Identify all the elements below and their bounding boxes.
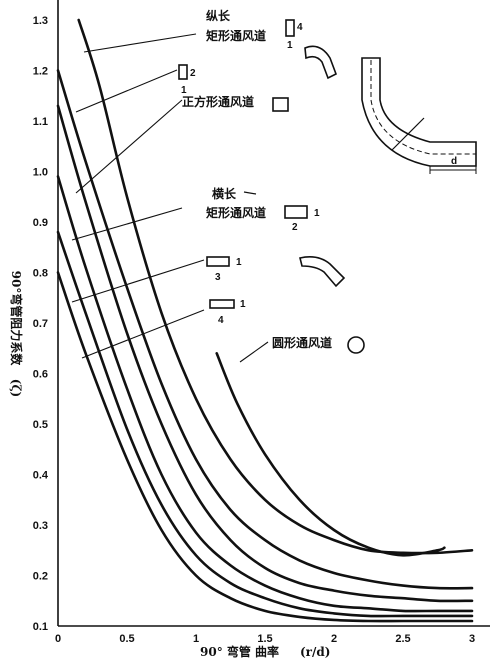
series-line-4 <box>56 175 474 613</box>
y-axis-symbol: (ζ) <box>9 379 23 397</box>
annotations: 纵长 矩形通风道 4 1 2 1 正方形通风道 横长 矩形通风道 1 2 1 3… <box>178 8 365 354</box>
large-bend-radius-arrow <box>391 117 425 151</box>
label-wide-line2: 矩形通风道 <box>205 205 266 220</box>
leader-tall-2 <box>75 69 178 113</box>
large-bend-centerline <box>370 60 476 155</box>
y-ticks: 0.1 0.2 0.3 0.4 0.5 0.6 0.7 0.8 0.9 1.0 1.1 1.2 1.3 <box>33 15 49 633</box>
y-tick-label: 0.1 <box>33 621 48 633</box>
bend-illustrations: d <box>299 45 477 288</box>
label-tall-line2: 矩形通风道 <box>205 28 266 43</box>
y-axis-title: 90°弯管阻力系数 <box>9 271 24 367</box>
leader-wide-4 <box>81 309 205 359</box>
y-tick-label: 0.5 <box>33 419 48 431</box>
wide-rect-1-3-icon <box>206 256 230 267</box>
label-wide-2-right: 1 <box>314 208 320 219</box>
axes <box>57 0 490 627</box>
tall-rect-4-1-icon <box>285 19 295 37</box>
label-tall-line1: 纵长 <box>206 8 231 23</box>
x-tick-label: 3 <box>469 633 475 645</box>
label-wide-3-bottom: 3 <box>215 272 221 283</box>
series-line-2 <box>56 69 474 590</box>
series-line-5 <box>56 230 474 618</box>
y-tick-label: 1.3 <box>33 15 48 27</box>
y-tick-label: 0.2 <box>33 571 48 583</box>
tall-rect-2-1-icon <box>178 64 188 80</box>
wide-rect-1-4-icon <box>209 299 235 309</box>
x-tick-label: 0 <box>55 633 61 645</box>
leader-square <box>75 99 183 194</box>
y-tick-label: 0.8 <box>33 268 48 280</box>
small-bend-tall-icon <box>304 45 338 80</box>
series-line-3 <box>56 104 474 603</box>
leader-wide-2 <box>71 207 183 241</box>
y-tick-label: 0.6 <box>33 369 48 381</box>
label-bend-d: d <box>451 156 457 167</box>
y-tick-label: 0.9 <box>33 217 48 229</box>
x-tick-label: 1.5 <box>257 633 272 645</box>
y-tick-label: 1.0 <box>33 167 48 179</box>
label-wide-4-right: 1 <box>240 299 246 310</box>
x-ticks: 0 0.5 1 1.5 2 2.5 3 <box>55 633 475 645</box>
x-tick-label: 2 <box>331 633 337 645</box>
wide-rect-1-2-icon <box>284 205 308 219</box>
label-wide-2-bottom: 2 <box>292 222 298 233</box>
leader-tall-4 <box>83 33 197 53</box>
label-wide-3-right: 1 <box>236 257 242 268</box>
x-axis-unit: (r/d) <box>300 645 330 659</box>
x-tick-label: 2.5 <box>395 633 410 645</box>
large-bend-icon <box>361 57 477 167</box>
label-tall-2-bottom: 1 <box>181 85 187 96</box>
y-tick-label: 0.7 <box>33 318 48 330</box>
leader-wide-3 <box>71 259 205 303</box>
leader-lines <box>71 33 269 363</box>
square-duct-icon <box>272 97 289 112</box>
y-tick-label: 1.1 <box>33 116 48 128</box>
label-tall-4-top: 4 <box>297 22 303 33</box>
series-line-6 <box>56 271 474 623</box>
x-tick-label: 0.5 <box>119 633 134 645</box>
small-arrow-icon <box>243 191 257 195</box>
label-round: 圆形通风道 <box>272 335 332 350</box>
round-duct-icon <box>347 336 365 354</box>
x-tick-label: 1 <box>193 633 199 645</box>
x-axis-title: 90° 弯管 曲率 <box>200 644 279 659</box>
series-line-1 <box>77 18 474 555</box>
label-wide-4-bottom: 4 <box>218 315 224 326</box>
label-tall-2-top: 2 <box>190 68 196 79</box>
leader-round <box>239 341 269 363</box>
series-line-7 <box>215 352 446 557</box>
label-tall-4-bottom: 1 <box>287 40 293 51</box>
y-tick-label: 0.4 <box>33 470 49 482</box>
y-tick-label: 1.2 <box>33 66 48 78</box>
small-bend-wide-icon <box>299 256 346 288</box>
label-wide-line1: 横长 <box>212 186 237 201</box>
series-group <box>56 18 474 623</box>
label-square: 正方形通风道 <box>182 94 254 109</box>
y-tick-label: 0.3 <box>33 520 48 532</box>
